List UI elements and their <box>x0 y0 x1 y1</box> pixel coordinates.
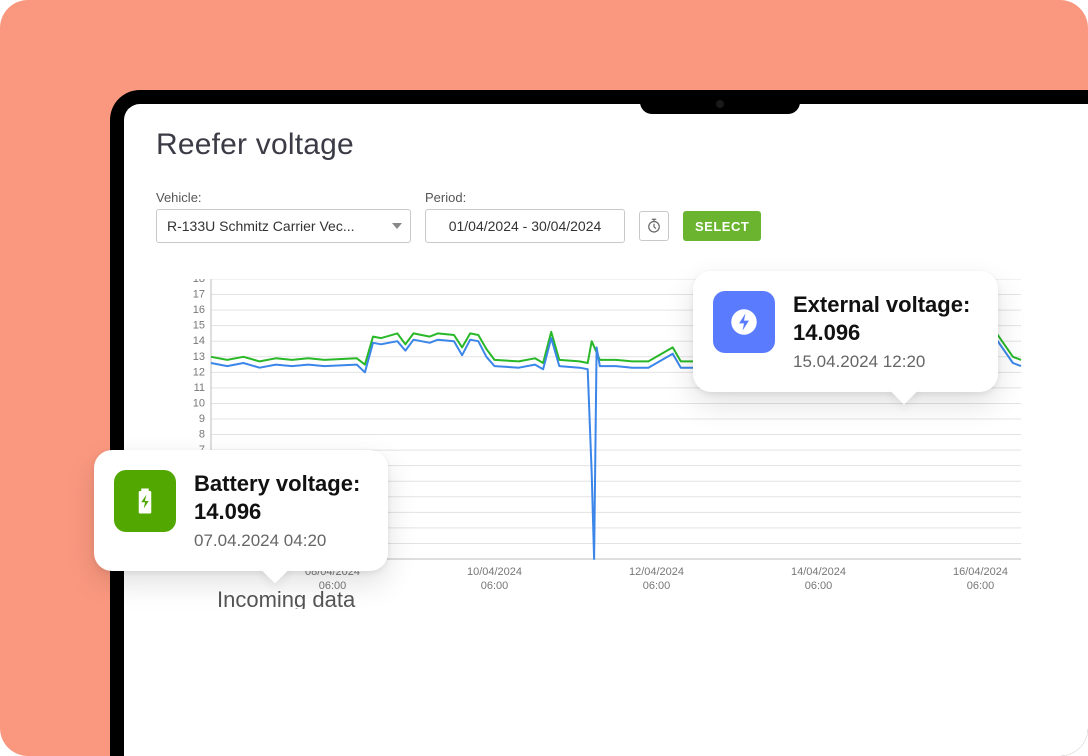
period-input[interactable]: 01/04/2024 - 30/04/2024 <box>425 209 625 243</box>
svg-text:18: 18 <box>193 279 205 285</box>
app-screen: Reefer voltage Vehicle: R-133U Schmitz C… <box>124 104 1088 756</box>
battery-tooltip-card: Battery voltage: 14.096 07.04.2024 04:20 <box>94 450 388 571</box>
external-tooltip-timestamp: 15.04.2024 12:20 <box>793 352 970 372</box>
battery-icon <box>114 470 176 532</box>
select-button[interactable]: SELECT <box>683 211 761 241</box>
period-input-value: 01/04/2024 - 30/04/2024 <box>449 218 602 234</box>
svg-text:13: 13 <box>193 351 205 363</box>
laptop-frame: Reefer voltage Vehicle: R-133U Schmitz C… <box>110 90 1088 756</box>
svg-text:06:00: 06:00 <box>481 580 509 592</box>
svg-text:16/04/2024: 16/04/2024 <box>953 566 1008 578</box>
filter-bar: Vehicle: R-133U Schmitz Carrier Vec... P… <box>156 190 1088 243</box>
external-tooltip-label: External voltage: <box>793 292 970 317</box>
battery-tooltip-value: 14.096 <box>194 499 261 524</box>
svg-text:Incoming data: Incoming data <box>217 587 356 609</box>
period-label: Period: <box>425 190 625 205</box>
period-control: Period: 01/04/2024 - 30/04/2024 <box>425 190 625 243</box>
external-tooltip-text: External voltage: 14.096 15.04.2024 12:2… <box>793 291 970 372</box>
battery-tooltip-text: Battery voltage: 14.096 07.04.2024 04:20 <box>194 470 360 551</box>
clock-button[interactable] <box>639 211 669 241</box>
battery-tooltip-timestamp: 07.04.2024 04:20 <box>194 531 360 551</box>
vehicle-control: Vehicle: R-133U Schmitz Carrier Vec... <box>156 190 411 243</box>
vehicle-select-value: R-133U Schmitz Carrier Vec... <box>167 218 355 234</box>
page-title: Reefer voltage <box>156 128 1088 162</box>
external-tooltip-card: External voltage: 14.096 15.04.2024 12:2… <box>693 271 998 392</box>
svg-text:06:00: 06:00 <box>643 580 671 592</box>
svg-text:17: 17 <box>193 289 205 301</box>
svg-text:12/04/2024: 12/04/2024 <box>629 566 684 578</box>
external-tooltip-value: 14.096 <box>793 320 860 345</box>
svg-text:14: 14 <box>193 335 205 347</box>
svg-text:9: 9 <box>199 413 205 425</box>
svg-text:10/04/2024: 10/04/2024 <box>467 566 522 578</box>
battery-bolt-icon <box>130 486 160 516</box>
chevron-down-icon <box>392 223 402 229</box>
svg-text:06:00: 06:00 <box>805 580 833 592</box>
svg-text:14/04/2024: 14/04/2024 <box>791 566 846 578</box>
battery-tooltip-label: Battery voltage: <box>194 471 360 496</box>
svg-text:10: 10 <box>193 397 205 409</box>
svg-text:16: 16 <box>193 304 205 316</box>
bolt-circle-icon <box>727 305 761 339</box>
svg-text:15: 15 <box>193 320 205 332</box>
clock-icon <box>645 217 663 235</box>
vehicle-select[interactable]: R-133U Schmitz Carrier Vec... <box>156 209 411 243</box>
svg-text:06:00: 06:00 <box>967 580 995 592</box>
external-icon <box>713 291 775 353</box>
svg-text:12: 12 <box>193 366 205 378</box>
vehicle-label: Vehicle: <box>156 190 411 205</box>
stage: Reefer voltage Vehicle: R-133U Schmitz C… <box>0 0 1088 756</box>
laptop-notch <box>640 90 800 114</box>
svg-text:8: 8 <box>199 429 205 441</box>
svg-text:11: 11 <box>194 382 205 394</box>
